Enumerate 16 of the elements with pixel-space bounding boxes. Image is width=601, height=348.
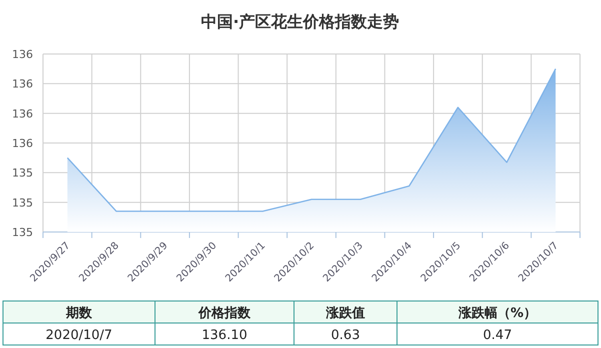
text: 价格指数 bbox=[198, 306, 252, 321]
text: 2020/10/7 bbox=[46, 328, 112, 343]
chart-title: 中国·产区花生价格指数走势 bbox=[200, 12, 400, 31]
text: 涨跌值 bbox=[325, 306, 365, 321]
y-tick-label: 135 bbox=[12, 166, 33, 180]
y-tick-label: 136 bbox=[12, 107, 33, 120]
text: 0.63 bbox=[331, 328, 360, 343]
text: 0.47 bbox=[483, 328, 512, 343]
y-tick-label: 135 bbox=[12, 226, 33, 239]
y-tick-label: 136 bbox=[12, 78, 33, 91]
y-tick-label: 136 bbox=[12, 48, 33, 61]
text: 136.10 bbox=[202, 328, 248, 343]
text: 期数 bbox=[65, 306, 93, 321]
text: 涨跌幅（%） bbox=[457, 306, 537, 321]
y-tick-label: 135 bbox=[12, 196, 33, 210]
y-tick-label: 136 bbox=[12, 137, 33, 150]
